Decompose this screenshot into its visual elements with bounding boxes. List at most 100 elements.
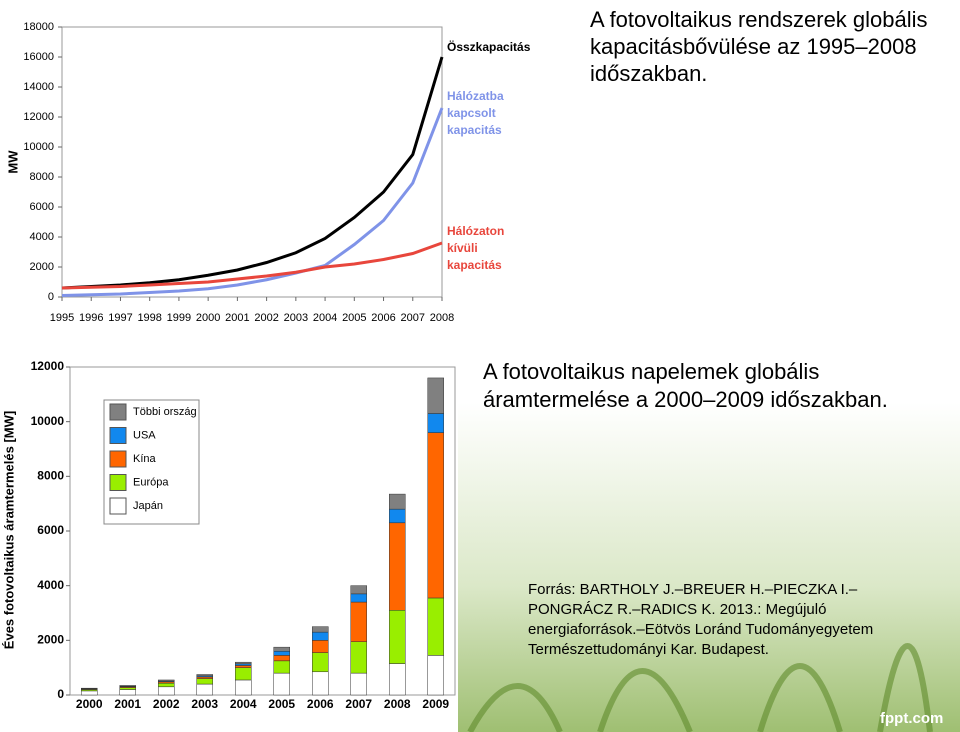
y-tick-label: 2000: [37, 633, 64, 647]
bar-segment: [119, 687, 136, 690]
bar-segment: [81, 690, 98, 696]
y-axis-label: Éves fotovoltaikus áramtermelés [MW]: [1, 411, 16, 649]
bar-segment: [235, 667, 252, 681]
x-tick-label: 2006: [307, 697, 334, 711]
line: [61, 241, 443, 290]
bar-segment: [427, 655, 444, 696]
bar-segment: [350, 585, 367, 595]
plot-frame: [61, 26, 443, 298]
x-tick-label: 2008: [384, 697, 411, 711]
legend-swatch: [109, 474, 127, 491]
legend-label: USA: [133, 429, 156, 441]
chart-1-bg: [0, 0, 575, 340]
bar-segment: [235, 679, 252, 696]
y-tick-label: 4000: [30, 231, 54, 243]
x-tick-label: 1995: [50, 312, 74, 324]
x-tick-label: 2008: [430, 312, 454, 324]
x-tick-label: 2003: [191, 697, 218, 711]
bar-segment: [273, 646, 290, 652]
bar-segment: [312, 631, 329, 641]
bar-segment: [350, 593, 367, 603]
bar-segment: [350, 641, 367, 674]
x-tick-label: 2000: [196, 312, 220, 324]
series-label: Hálózaton kívüli kapacitás: [447, 224, 504, 272]
footer: fppt.com: [880, 710, 944, 727]
series-label: Hálózatba kapcsolt kapacitás: [447, 89, 504, 137]
y-tick-label: 12000: [23, 111, 54, 123]
bar-segment: [389, 610, 406, 664]
y-tick-label: 8000: [37, 469, 64, 483]
legend-label: Többi ország: [133, 406, 197, 418]
series-label-line: Hálózatba: [447, 89, 504, 103]
y-tick-label: 0: [57, 687, 64, 701]
y-tick-label: 10000: [31, 414, 65, 428]
x-tick-label: 1997: [108, 312, 132, 324]
y-tick-label: 14000: [23, 81, 54, 93]
x-tick-label: 1999: [167, 312, 191, 324]
bar-segment: [158, 682, 175, 688]
bar-segment: [196, 683, 213, 696]
x-tick-label: 2001: [114, 697, 141, 711]
x-tick-label: 2009: [422, 697, 449, 711]
legend-swatch: [109, 427, 127, 444]
legend-swatch: [109, 497, 127, 515]
bar-segment: [81, 687, 98, 689]
bar-segment: [312, 671, 329, 696]
bar-segment: [273, 655, 290, 662]
bar-segment: [235, 665, 252, 668]
title-1: A fotovoltaikus rendszerek globális kapa…: [590, 7, 928, 86]
x-tick-label: 2006: [371, 312, 395, 324]
bar-segment: [312, 640, 329, 653]
x-tick-label: 2001: [225, 312, 249, 324]
y-tick-label: 6000: [37, 523, 64, 537]
bar-segment: [389, 493, 406, 510]
y-tick-label: 4000: [37, 578, 64, 592]
line: [61, 56, 444, 290]
bar-segment: [119, 685, 136, 687]
bar-segment: [389, 508, 406, 524]
x-tick-label: 1996: [79, 312, 103, 324]
bar-segment: [350, 601, 367, 642]
legend-swatch: [109, 403, 127, 421]
x-tick-label: 2003: [284, 312, 308, 324]
legend-swatch: [109, 450, 127, 468]
bar-segment: [312, 626, 329, 633]
bar-segment: [427, 377, 444, 414]
x-tick-label: 2000: [76, 697, 103, 711]
bar-segment: [427, 597, 444, 656]
bar-segment: [389, 522, 406, 611]
grass: [467, 643, 933, 732]
bar-segment: [427, 413, 444, 433]
y-tick-label: 18000: [23, 21, 54, 33]
bar-segment: [273, 672, 290, 696]
bar-segment: [350, 672, 367, 696]
bar-segment: [158, 686, 175, 696]
x-tick-label: 1998: [137, 312, 161, 324]
y-tick-label: 2000: [30, 261, 54, 273]
source: Forrás: BARTHOLY J.–BREUER H.–PIECZKA I.…: [528, 581, 874, 658]
x-tick-label: 2005: [268, 697, 295, 711]
series-label-line: kapcsolt: [447, 106, 496, 120]
x-tick-label: 2002: [153, 697, 180, 711]
x-tick-label: 2007: [345, 697, 372, 711]
bar-segment: [196, 678, 213, 685]
x-tick-label: 2004: [313, 312, 337, 324]
series-label-line: kívüli: [447, 241, 478, 255]
bar-segment: [273, 651, 290, 656]
chart-2-bg: [0, 345, 458, 732]
y-tick-label: 12000: [31, 359, 65, 373]
bar-segment: [312, 652, 329, 673]
y-tick-label: 10000: [23, 141, 54, 153]
y-axis-label: MW: [5, 150, 20, 174]
bar-segment: [427, 432, 444, 599]
x-tick-label: 2005: [342, 312, 366, 324]
y-tick-label: 0: [48, 291, 54, 303]
bar-segment: [158, 679, 175, 682]
y-tick-label: 8000: [30, 171, 54, 183]
legend-label: Kína: [133, 453, 157, 465]
series-label-line: kapacitás: [447, 258, 502, 272]
line: [61, 107, 444, 297]
x-tick-label: 2002: [254, 312, 278, 324]
